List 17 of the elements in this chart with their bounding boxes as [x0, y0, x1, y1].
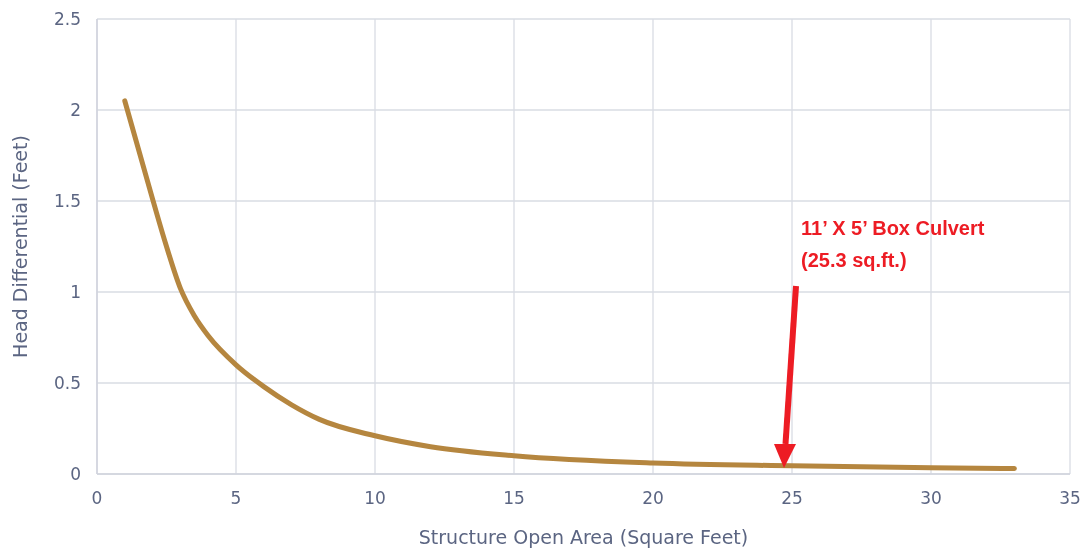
x-axis-title: Structure Open Area (Square Feet): [418, 526, 749, 548]
x-tick-label: 30: [920, 488, 942, 509]
y-tick-label: 0: [70, 464, 81, 485]
y-tick-label: 2: [70, 100, 81, 121]
x-tick-label: 10: [364, 488, 386, 509]
y-tick-label: 2.5: [53, 9, 81, 30]
x-tick-label: 35: [1059, 488, 1081, 509]
x-tick-label: 20: [642, 488, 664, 509]
y-axis-title: Head Differential (Feet): [8, 135, 31, 358]
y-tick-label: 1.5: [53, 191, 81, 212]
x-tick-label: 25: [781, 488, 803, 509]
y-tick-label: 0.5: [53, 373, 81, 394]
x-tick-label: 15: [503, 488, 525, 509]
annotation: 11’ X 5’ Box Culvert (25.3 sq.ft.): [801, 216, 985, 273]
y-tick-label: 1: [70, 282, 81, 303]
x-tick-label: 5: [230, 488, 242, 509]
x-tick-label: 0: [91, 488, 103, 509]
